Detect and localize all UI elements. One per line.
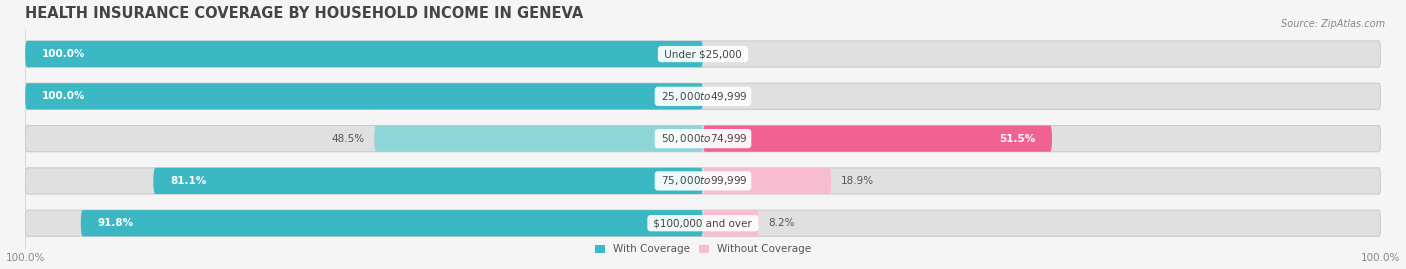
FancyBboxPatch shape — [703, 168, 831, 194]
FancyBboxPatch shape — [25, 83, 1381, 109]
Text: $100,000 and over: $100,000 and over — [651, 218, 755, 228]
Text: 8.2%: 8.2% — [769, 218, 796, 228]
FancyBboxPatch shape — [80, 210, 703, 236]
Text: 81.1%: 81.1% — [170, 176, 207, 186]
FancyBboxPatch shape — [25, 41, 1381, 67]
FancyBboxPatch shape — [25, 83, 703, 109]
Text: 91.8%: 91.8% — [98, 218, 134, 228]
Text: Under $25,000: Under $25,000 — [661, 49, 745, 59]
Text: 18.9%: 18.9% — [841, 176, 875, 186]
FancyBboxPatch shape — [25, 168, 1381, 194]
Text: 100.0%: 100.0% — [42, 49, 86, 59]
Legend: With Coverage, Without Coverage: With Coverage, Without Coverage — [595, 244, 811, 254]
FancyBboxPatch shape — [153, 168, 703, 194]
Text: Source: ZipAtlas.com: Source: ZipAtlas.com — [1281, 19, 1385, 29]
FancyBboxPatch shape — [703, 210, 759, 236]
FancyBboxPatch shape — [374, 126, 703, 152]
Text: 48.5%: 48.5% — [330, 134, 364, 144]
FancyBboxPatch shape — [25, 126, 1381, 152]
FancyBboxPatch shape — [25, 41, 703, 67]
Text: 51.5%: 51.5% — [998, 134, 1035, 144]
Text: $50,000 to $74,999: $50,000 to $74,999 — [658, 132, 748, 145]
Text: 100.0%: 100.0% — [42, 91, 86, 101]
Text: $25,000 to $49,999: $25,000 to $49,999 — [658, 90, 748, 103]
Text: $75,000 to $99,999: $75,000 to $99,999 — [658, 174, 748, 187]
FancyBboxPatch shape — [703, 126, 1052, 152]
FancyBboxPatch shape — [25, 210, 1381, 236]
Text: HEALTH INSURANCE COVERAGE BY HOUSEHOLD INCOME IN GENEVA: HEALTH INSURANCE COVERAGE BY HOUSEHOLD I… — [25, 6, 583, 20]
